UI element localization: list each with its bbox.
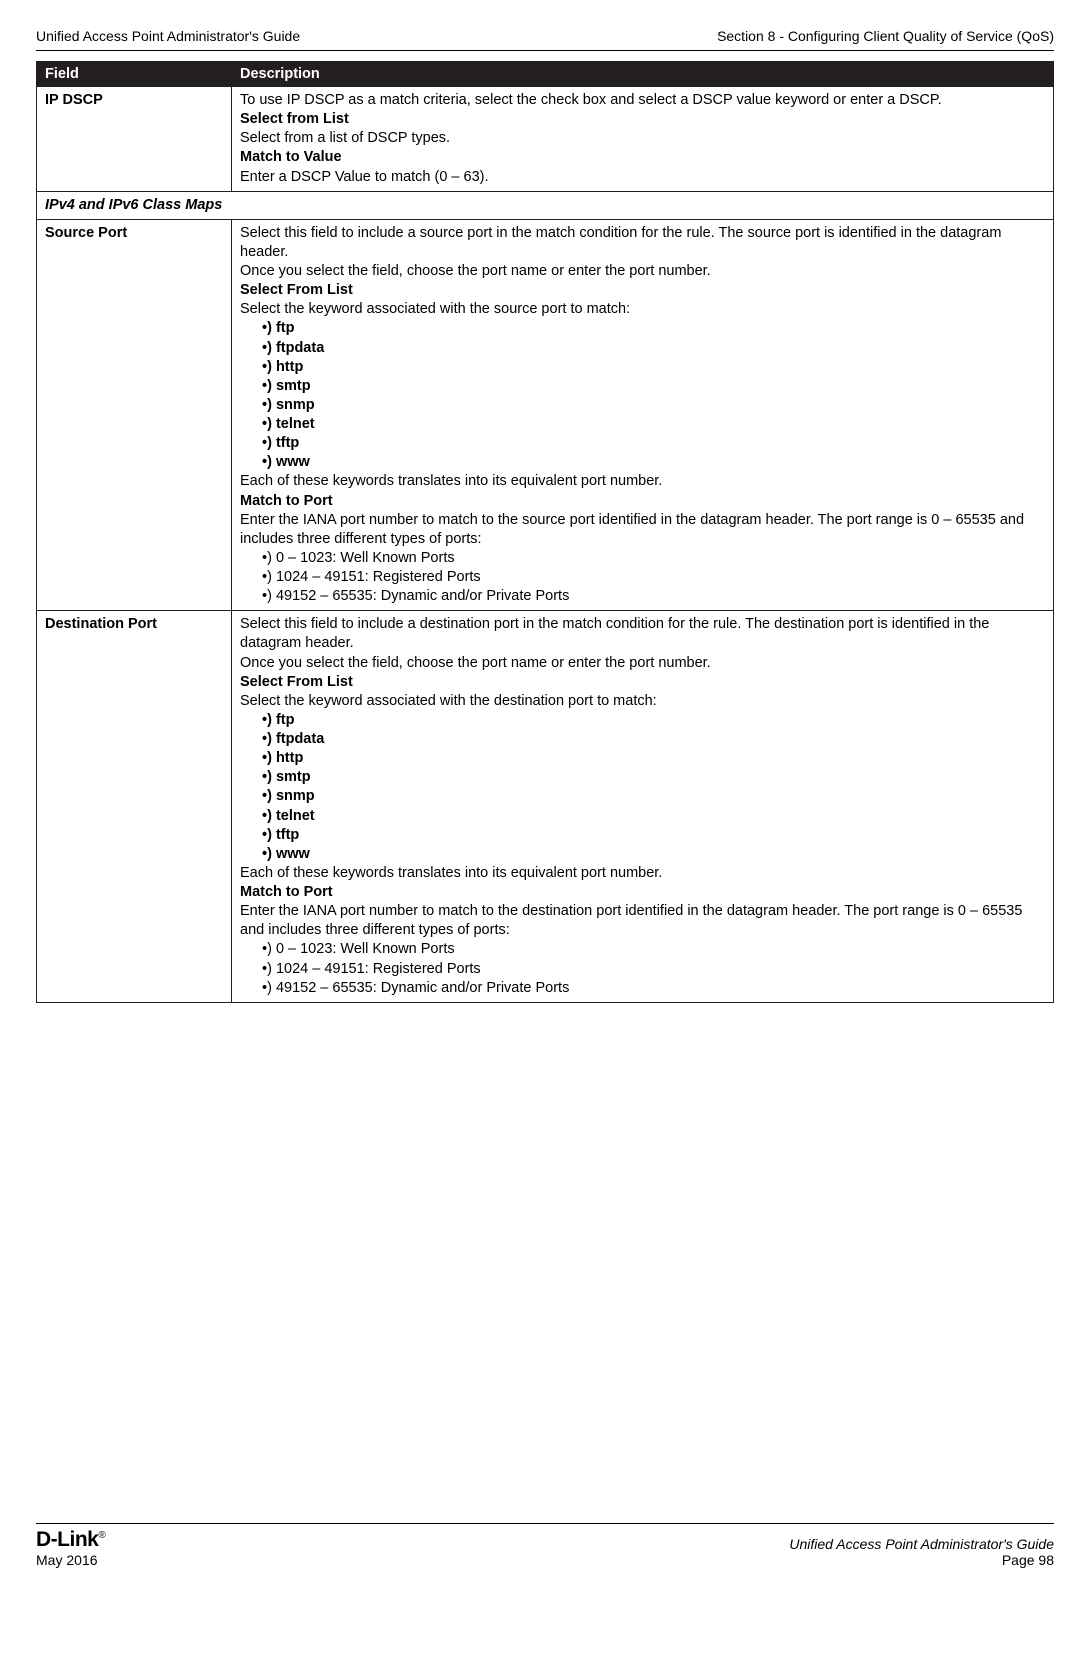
section-label: IPv4 and IPv6 Class Maps [37, 191, 1054, 219]
field-name-cell: Source Port [37, 219, 232, 611]
field-name-cell: Destination Port [37, 611, 232, 1003]
description-cell: To use IP DSCP as a match criteria, sele… [232, 87, 1054, 192]
footer-guide-title: Unified Access Point Administrator's Gui… [789, 1536, 1054, 1552]
description-cell: Select this field to include a destinati… [232, 611, 1054, 1003]
table-section-row: IPv4 and IPv6 Class Maps [37, 191, 1054, 219]
dlink-logo: D-Link® [36, 1528, 105, 1552]
table-row: Source PortSelect this field to include … [37, 219, 1054, 611]
qos-table: Field Description IP DSCPTo use IP DSCP … [36, 61, 1054, 1003]
table-row: Destination PortSelect this field to inc… [37, 611, 1054, 1003]
header-rule [36, 50, 1054, 51]
footer-rule [36, 1523, 1054, 1524]
header-right: Section 8 - Configuring Client Quality o… [717, 28, 1054, 44]
footer-date: May 2016 [36, 1552, 97, 1568]
field-name-cell: IP DSCP [37, 87, 232, 192]
footer-page-number: Page 98 [1002, 1552, 1054, 1568]
col-header-description: Description [232, 62, 1054, 87]
table-row: IP DSCPTo use IP DSCP as a match criteri… [37, 87, 1054, 192]
header-left: Unified Access Point Administrator's Gui… [36, 28, 300, 44]
col-header-field: Field [37, 62, 232, 87]
description-cell: Select this field to include a source po… [232, 219, 1054, 611]
